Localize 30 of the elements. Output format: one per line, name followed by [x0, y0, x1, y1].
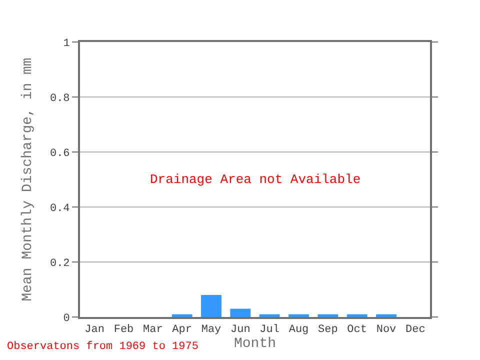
x-tick-label: Feb: [114, 324, 134, 336]
bar: [376, 314, 396, 317]
bar: [172, 314, 192, 317]
x-tick-label: Aug: [288, 324, 309, 336]
y-tick-label: 0.8: [50, 92, 70, 105]
x-tick-label: Jun: [230, 324, 250, 336]
x-tick-label: Jul: [260, 324, 280, 336]
y-axis-title: Mean Monthly Discharge, in mm: [20, 58, 36, 302]
y-tick-label: 1: [63, 38, 70, 50]
x-tick-label: Nov: [376, 324, 397, 336]
y-tick-label: 0.6: [50, 148, 70, 160]
x-axis-title: Month: [234, 336, 276, 352]
x-tick-label: Jan: [84, 324, 104, 336]
y-tick-label: 0.2: [50, 258, 70, 270]
x-tick-label: Sep: [318, 324, 338, 336]
bar: [259, 314, 280, 317]
bar: [318, 314, 338, 317]
x-tick-label: Apr: [172, 324, 192, 336]
y-tick-label: 0: [63, 312, 70, 325]
x-tick-label: Mar: [143, 324, 163, 336]
x-tick-label: May: [201, 324, 222, 336]
bar: [346, 314, 368, 317]
text: Observatons from 1969 to 1975: [7, 341, 198, 353]
y-tick-label: 0.4: [50, 202, 70, 215]
bar: [201, 295, 222, 317]
x-tick-label: Oct: [347, 324, 367, 336]
bar: [288, 314, 309, 317]
bar: [230, 308, 251, 317]
annotation: Drainage Area not Available: [150, 172, 361, 187]
x-tick-label: Dec: [406, 324, 426, 336]
